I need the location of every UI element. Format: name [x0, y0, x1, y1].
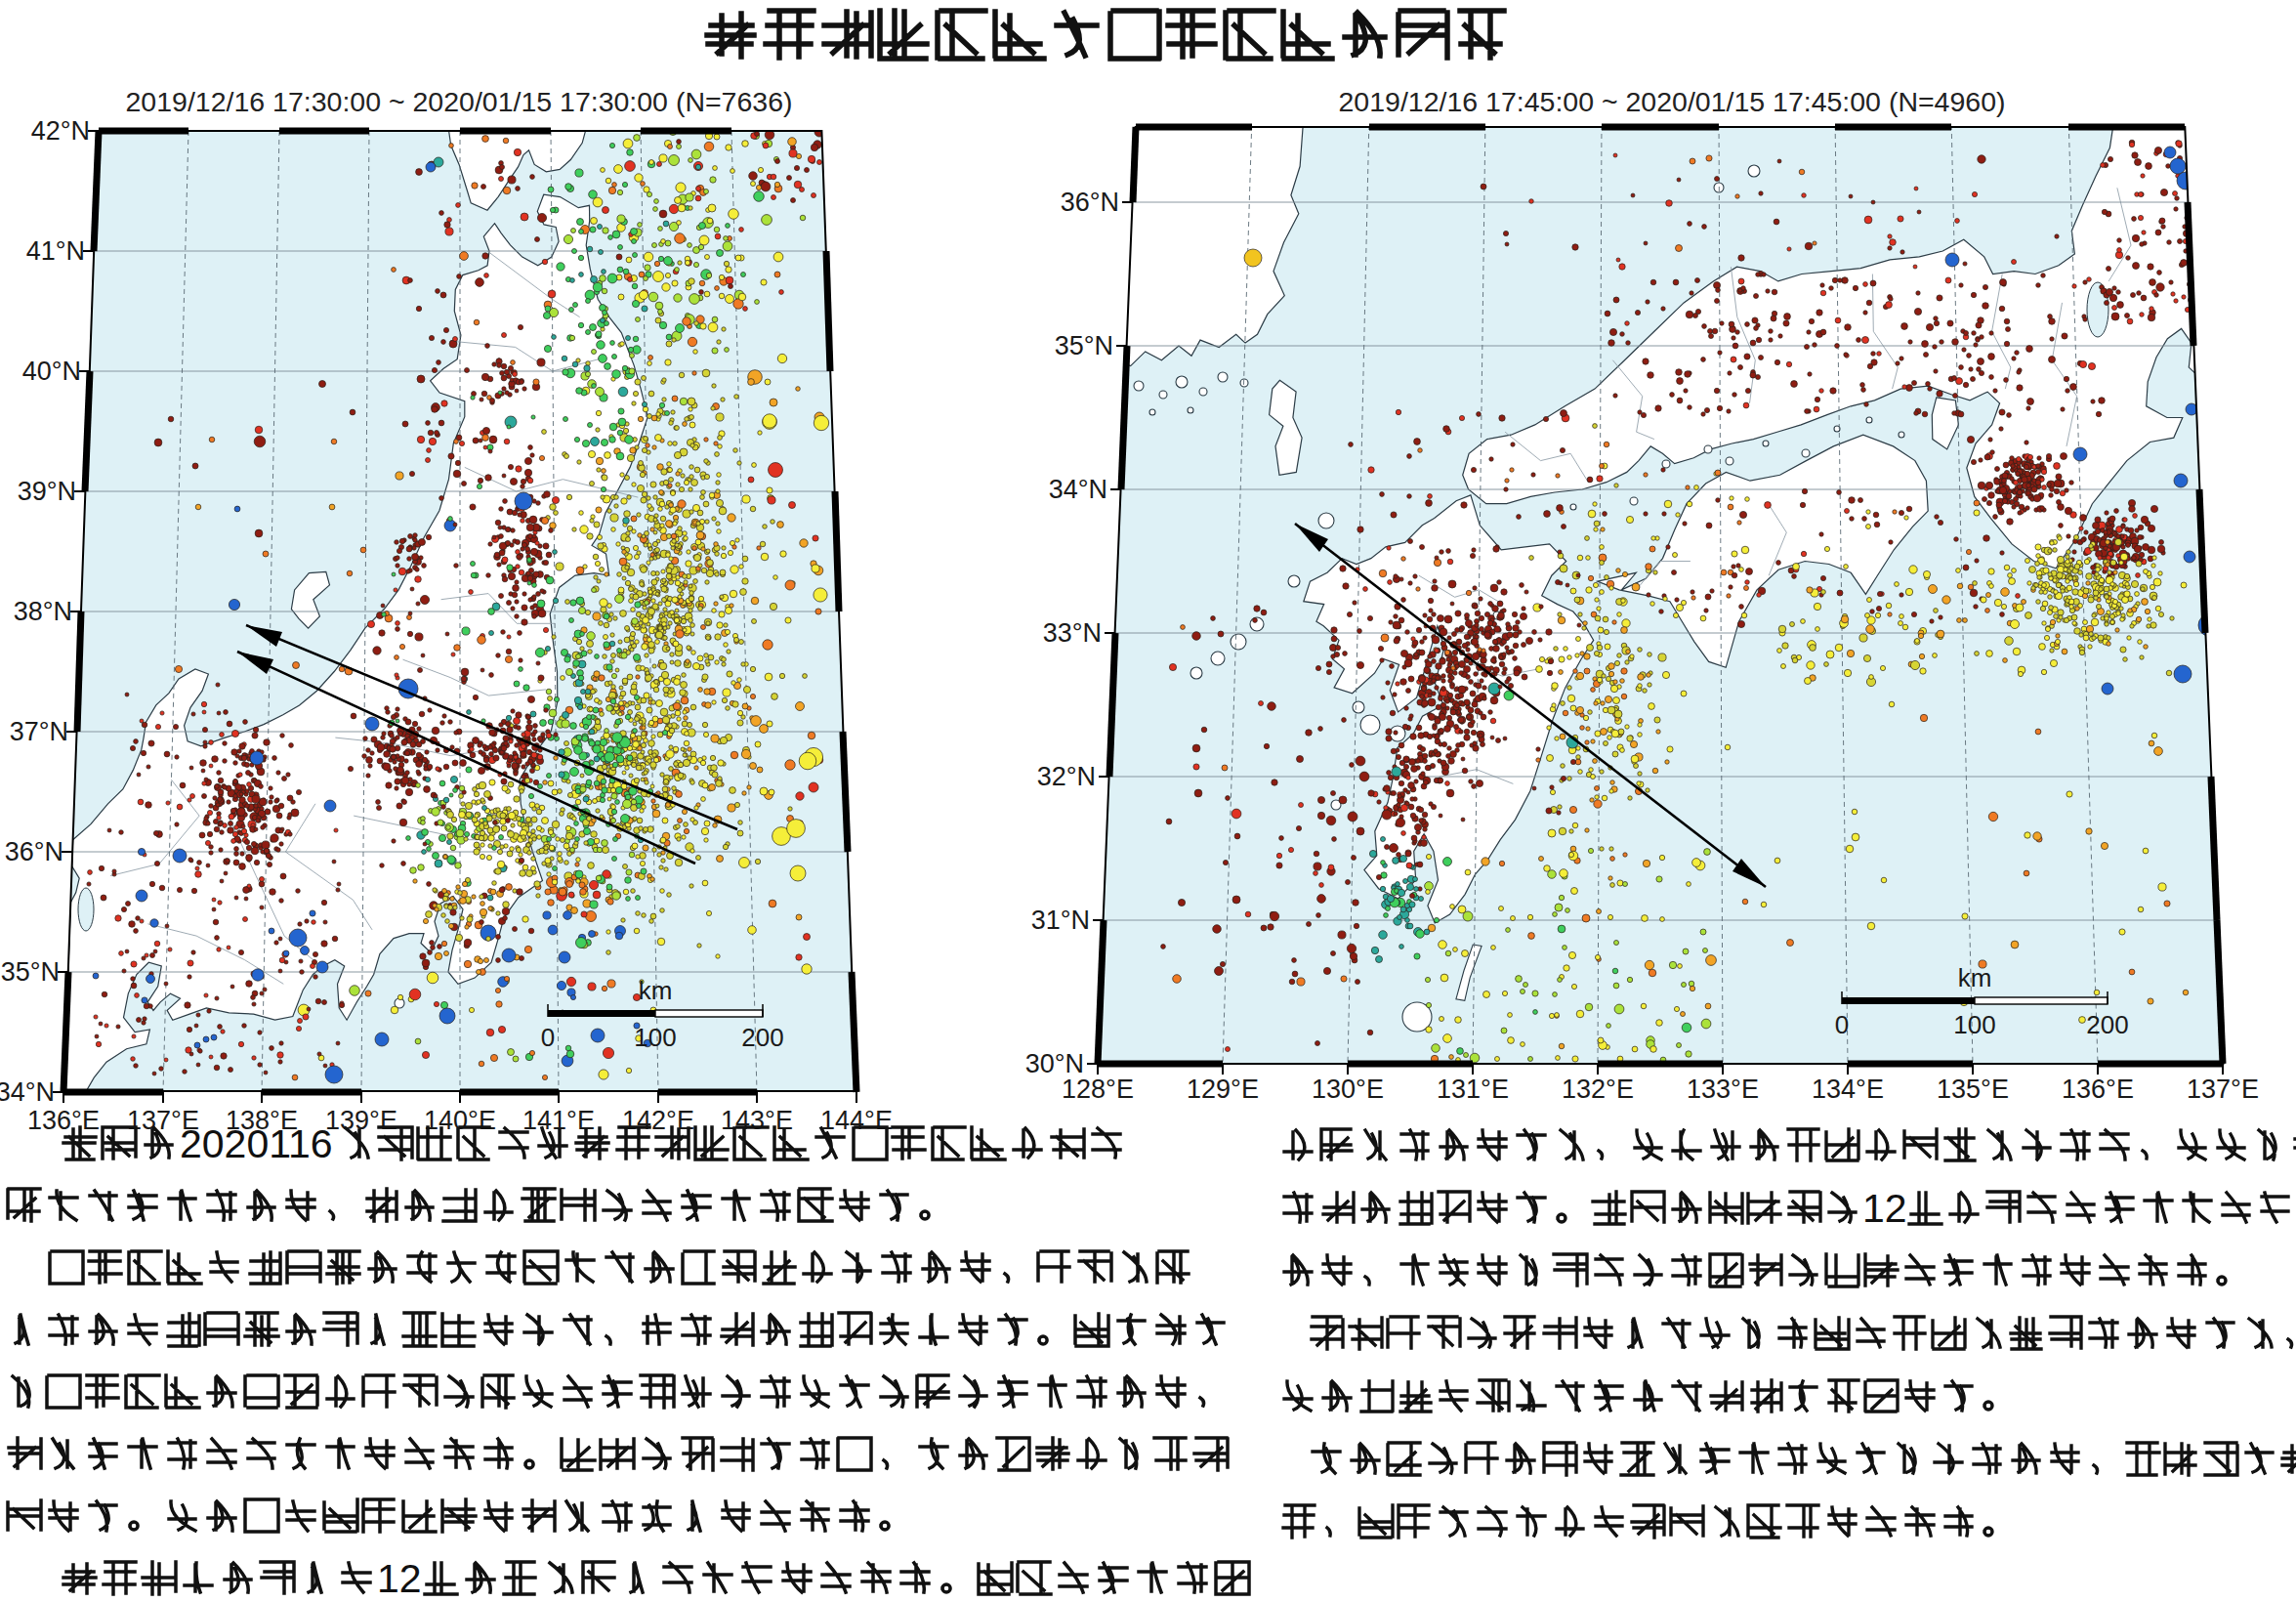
- svg-text:40°N: 40°N: [22, 357, 81, 386]
- svg-text:2019/12/16 17:45:00 ~ 2020/01/: 2019/12/16 17:45:00 ~ 2020/01/15 17:45:0…: [1339, 86, 2006, 117]
- svg-text:144°E: 144°E: [820, 1106, 893, 1135]
- svg-text:0: 0: [1835, 1010, 1849, 1039]
- svg-text:37°N: 37°N: [10, 717, 68, 746]
- svg-text:31°N: 31°N: [1031, 906, 1090, 935]
- svg-text:142°E: 142°E: [622, 1106, 694, 1135]
- svg-text:135°E: 135°E: [1937, 1075, 2009, 1104]
- svg-text:100: 100: [1953, 1010, 1995, 1039]
- svg-text:35°N: 35°N: [1, 957, 60, 987]
- svg-text:35°N: 35°N: [1055, 331, 1113, 360]
- svg-text:143°E: 143°E: [721, 1106, 793, 1135]
- svg-text:38°N: 38°N: [14, 597, 72, 626]
- svg-text:137°E: 137°E: [2187, 1075, 2259, 1104]
- svg-text:134°E: 134°E: [1812, 1075, 1884, 1104]
- svg-text:133°E: 133°E: [1687, 1075, 1759, 1104]
- svg-text:32°N: 32°N: [1037, 762, 1096, 791]
- svg-text:km: km: [639, 976, 673, 1005]
- svg-text:36°N: 36°N: [1061, 188, 1119, 217]
- svg-text:100: 100: [634, 1023, 676, 1052]
- svg-text:12: 12: [1862, 1186, 1907, 1231]
- svg-text:136°E: 136°E: [27, 1106, 100, 1135]
- svg-text:34°N: 34°N: [1049, 475, 1107, 504]
- svg-text:200: 200: [741, 1023, 783, 1052]
- svg-text:0: 0: [541, 1023, 555, 1052]
- svg-text:41°N: 41°N: [26, 236, 85, 266]
- svg-text:200: 200: [2086, 1010, 2128, 1039]
- svg-text:2019/12/16 17:30:00 ~ 2020/01/: 2019/12/16 17:30:00 ~ 2020/01/15 17:30:0…: [126, 86, 793, 117]
- svg-text:km: km: [1958, 963, 1992, 992]
- svg-text:39°N: 39°N: [18, 477, 76, 506]
- svg-text:129°E: 129°E: [1187, 1075, 1259, 1104]
- svg-text:128°E: 128°E: [1062, 1075, 1134, 1104]
- svg-text:131°E: 131°E: [1437, 1075, 1509, 1104]
- svg-text:33°N: 33°N: [1043, 618, 1102, 648]
- svg-text:2020116: 2020116: [180, 1121, 333, 1166]
- svg-text:130°E: 130°E: [1312, 1075, 1384, 1104]
- svg-text:12: 12: [377, 1556, 422, 1601]
- svg-text:136°E: 136°E: [2062, 1075, 2134, 1104]
- svg-text:36°N: 36°N: [5, 837, 63, 866]
- svg-text:42°N: 42°N: [31, 116, 90, 146]
- svg-text:140°E: 140°E: [424, 1106, 496, 1135]
- svg-text:139°E: 139°E: [325, 1106, 397, 1135]
- svg-text:132°E: 132°E: [1562, 1075, 1634, 1104]
- svg-text:34°N: 34°N: [0, 1077, 55, 1107]
